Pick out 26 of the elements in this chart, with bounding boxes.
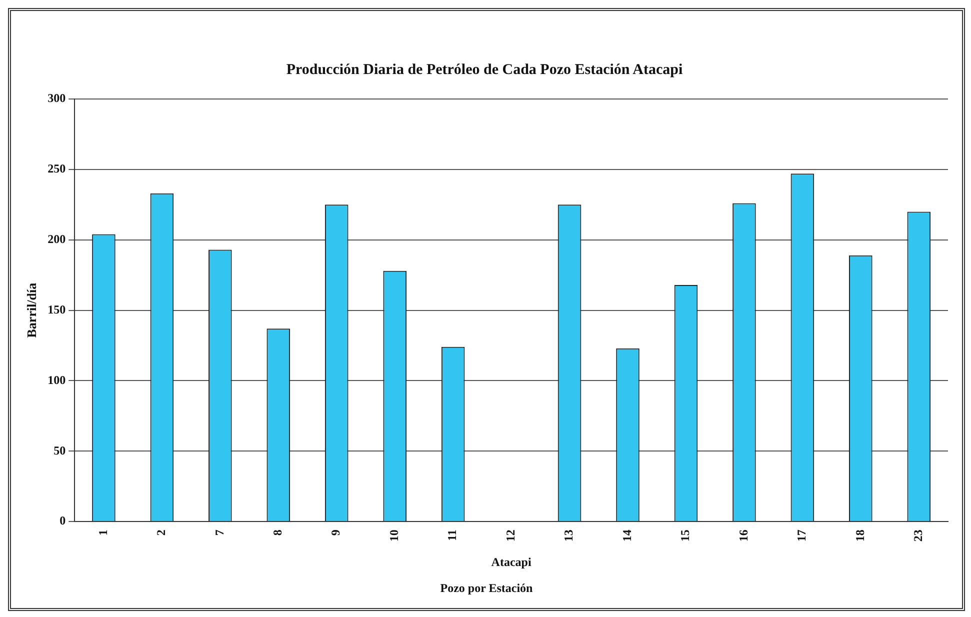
- x-tick-label: 18: [852, 530, 867, 542]
- x-tick-label: 12: [503, 530, 518, 542]
- x-tick-label: 10: [386, 530, 401, 542]
- y-tick-label: 0: [60, 514, 66, 528]
- x-tick-label: 8: [270, 530, 284, 536]
- y-axis-title: Barril/día: [24, 282, 40, 338]
- x-axis-title: Atacapi: [491, 554, 532, 569]
- x-tick-label: 1: [96, 530, 110, 536]
- x-tick-label: 16: [736, 530, 750, 542]
- y-tick-label: 150: [48, 302, 66, 316]
- chart-title: Producción Diaria de Petróleo de Cada Pozo Estación Atacapi: [286, 62, 683, 78]
- y-tick-label: 50: [54, 443, 66, 458]
- x-tick-label: 13: [562, 530, 576, 542]
- x-tick-label: 11: [445, 530, 460, 541]
- y-tick-label: 300: [48, 91, 66, 106]
- x-tick-label: 7: [212, 530, 226, 536]
- x-tick-label: 2: [154, 530, 168, 536]
- x-tick-label: 17: [794, 530, 809, 542]
- text: Pozo por Estación: [439, 581, 534, 596]
- y-tick-label: 200: [48, 232, 66, 246]
- y-tick-label: 100: [48, 372, 66, 387]
- x-tick-label: 23: [910, 530, 925, 542]
- x-tick-label: 14: [620, 530, 634, 542]
- y-tick-label: 250: [48, 162, 66, 176]
- x-tick-label: 9: [328, 530, 343, 536]
- x-tick-label: 15: [678, 530, 692, 542]
